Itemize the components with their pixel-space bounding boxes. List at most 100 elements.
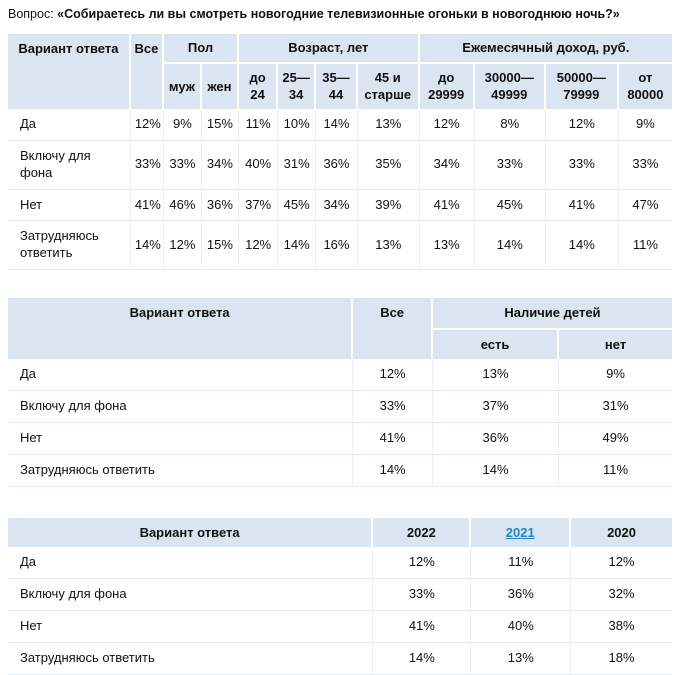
table-row-background: Включу для фона 33% 33% 34% 40% 31% 36% … (8, 140, 672, 190)
value-cell: 39% (357, 189, 420, 222)
value-cell: 14% (353, 455, 433, 487)
value-cell: 13% (432, 359, 560, 392)
table-row-undecided: Затрудняюсь ответить 14% 14% 11% (8, 455, 672, 487)
year-2021-link[interactable]: 2021 (505, 524, 535, 540)
value-cell: 16% (316, 221, 358, 271)
value-cell: 32% (571, 579, 672, 612)
value-cell: 9% (164, 108, 202, 141)
row-label: Затрудняюсь ответить (8, 455, 354, 487)
col-header-2022: 2022 (373, 517, 472, 548)
value-cell: 14% (373, 643, 472, 675)
value-cell: 14% (432, 455, 560, 487)
value-cell: 15% (201, 108, 240, 141)
col-header-variant: Вариант ответа (8, 517, 374, 548)
group-header-age: Возраст, лет (239, 34, 420, 64)
value-cell: 11% (559, 455, 672, 487)
header-row-years: Вариант ответа 2022 2021 2020 (8, 517, 672, 548)
header-row-groups: Вариант ответа Все Наличие детей (8, 298, 672, 360)
col-header-variant: Вариант ответа (8, 298, 354, 360)
value-cell: 15% (201, 221, 240, 271)
value-cell: 14% (278, 221, 317, 271)
value-cell: 14% (130, 221, 165, 271)
row-label: Да (8, 108, 131, 141)
value-cell: 33% (353, 391, 433, 424)
value-cell: 35% (357, 140, 420, 190)
value-cell: 9% (618, 108, 672, 141)
demographics-table: Вариант ответа Все Пол Возраст, лет Ежем… (8, 34, 672, 271)
group-header-children: Наличие детей (432, 298, 672, 330)
col-header-variant: Вариант ответа (8, 34, 131, 109)
value-cell: 33% (545, 140, 619, 190)
value-cell: 12% (373, 547, 472, 580)
value-cell: 31% (559, 391, 672, 424)
col-header-all: Все (353, 298, 433, 360)
value-cell: 46% (164, 189, 202, 222)
value-cell: 33% (130, 140, 165, 190)
value-cell: 41% (419, 189, 475, 222)
col-header-income-80000plus: от 80000 (618, 63, 672, 109)
value-cell: 40% (239, 140, 279, 190)
group-header-sex: Пол (164, 34, 240, 64)
col-header-income-50000-79999: 50000—79999 (545, 63, 619, 109)
col-header-2021: 2021 (471, 517, 572, 548)
value-cell: 36% (471, 579, 572, 612)
value-cell: 36% (432, 423, 560, 455)
value-cell: 12% (239, 221, 279, 271)
table-row-undecided: Затрудняюсь ответить 14% 13% 18% (8, 643, 672, 675)
value-cell: 38% (571, 611, 672, 644)
years-table: Вариант ответа 2022 2021 2020 Да 12% 11%… (8, 517, 672, 675)
header-row-subgroups: муж жен до 24 25—34 35—44 45 и старше до… (8, 63, 672, 109)
value-cell: 13% (471, 643, 572, 675)
value-cell: 41% (373, 611, 472, 644)
col-header-age-under24: до 24 (239, 63, 279, 109)
children-table: Вариант ответа Все Наличие детей есть не… (8, 298, 672, 487)
table-row-background: Включу для фона 33% 36% 32% (8, 579, 672, 612)
row-label: Нет (8, 611, 374, 644)
col-header-income-30000-49999: 30000—49999 (474, 63, 546, 109)
value-cell: 12% (130, 108, 165, 141)
value-cell: 40% (471, 611, 572, 644)
col-header-no-children: нет (559, 329, 672, 360)
value-cell: 49% (559, 423, 672, 455)
col-header-age-45plus: 45 и старше (357, 63, 420, 109)
value-cell: 41% (130, 189, 165, 222)
row-label: Затрудняюсь ответить (8, 643, 374, 675)
value-cell: 34% (419, 140, 475, 190)
table-row-no: Нет 41% 46% 36% 37% 45% 34% 39% 41% 45% … (8, 189, 672, 222)
page-title: Вопрос: «Собираетесь ли вы смотреть ново… (8, 6, 672, 22)
value-cell: 33% (474, 140, 546, 190)
value-cell: 10% (278, 108, 317, 141)
value-cell: 14% (316, 108, 358, 141)
table-row-background: Включу для фона 33% 37% 31% (8, 391, 672, 424)
row-label: Включу для фона (8, 140, 131, 190)
value-cell: 33% (618, 140, 672, 190)
table-row-no: Нет 41% 40% 38% (8, 611, 672, 644)
value-cell: 14% (474, 221, 546, 271)
value-cell: 9% (559, 359, 672, 392)
col-header-has-children: есть (432, 329, 560, 360)
question-text: «Собираетесь ли вы смотреть новогодние т… (57, 7, 620, 21)
row-label: Да (8, 547, 374, 580)
value-cell: 37% (432, 391, 560, 424)
value-cell: 12% (164, 221, 202, 271)
table-row-undecided: Затрудняюсь ответить 14% 12% 15% 12% 14%… (8, 221, 672, 271)
value-cell: 31% (278, 140, 317, 190)
value-cell: 8% (474, 108, 546, 141)
value-cell: 11% (471, 547, 572, 580)
col-header-female: жен (201, 63, 240, 109)
value-cell: 34% (316, 189, 358, 222)
header-row-groups: Вариант ответа Все Пол Возраст, лет Ежем… (8, 34, 672, 109)
value-cell: 36% (316, 140, 358, 190)
table-row-yes: Да 12% 9% 15% 11% 10% 14% 13% 12% 8% 12%… (8, 108, 672, 141)
col-header-all: Все (130, 34, 165, 109)
value-cell: 12% (353, 359, 433, 392)
col-header-male: муж (164, 63, 202, 109)
row-label: Нет (8, 189, 131, 222)
value-cell: 41% (353, 423, 433, 455)
row-label: Да (8, 359, 354, 392)
value-cell: 11% (618, 221, 672, 271)
value-cell: 13% (357, 221, 420, 271)
value-cell: 12% (419, 108, 475, 141)
value-cell: 18% (571, 643, 672, 675)
row-label: Включу для фона (8, 391, 354, 424)
